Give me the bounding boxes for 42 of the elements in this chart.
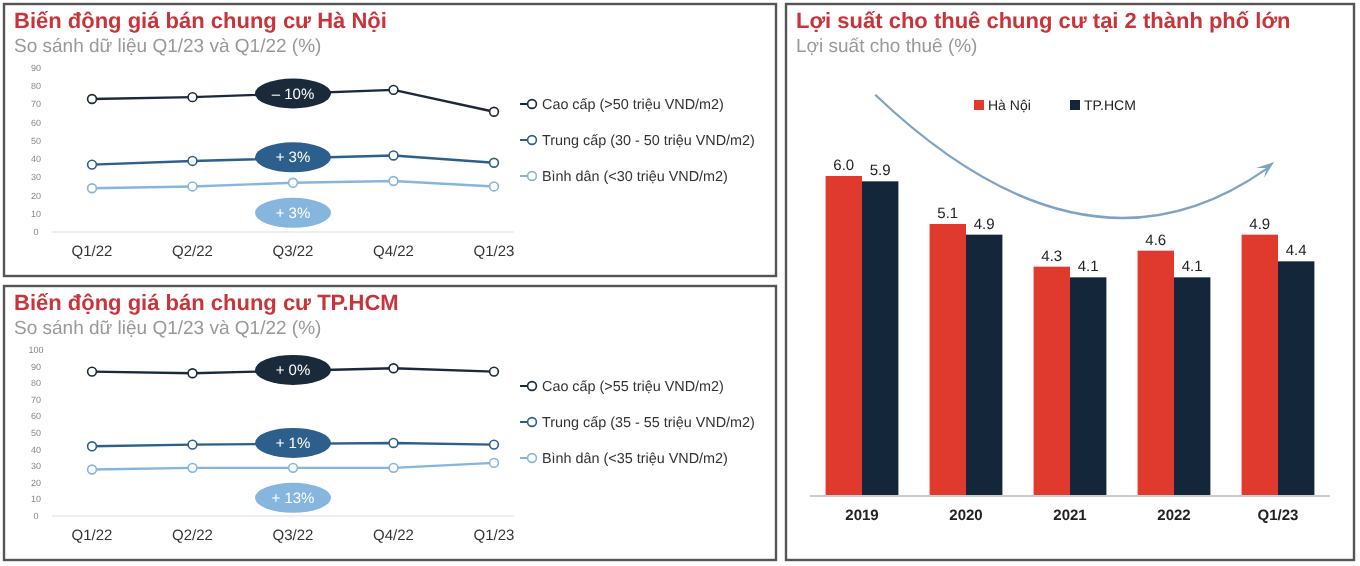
bar	[1174, 277, 1211, 496]
point	[287, 462, 299, 474]
point	[187, 368, 198, 379]
chart-title: Biến động giá bán chung cư TP.HCM	[14, 292, 399, 316]
bar	[929, 224, 966, 496]
point	[388, 175, 399, 187]
point	[187, 155, 198, 167]
bar	[1137, 250, 1174, 496]
point	[86, 93, 98, 105]
bar	[966, 234, 1003, 496]
point	[86, 366, 98, 377]
point	[187, 439, 198, 450]
point	[187, 91, 198, 103]
chart-subtitle: So sánh dữ liệu Q1/23 và Q1/22 (%)	[14, 36, 322, 58]
chart-subtitle: So sánh dữ liệu Q1/23 và Q1/22 (%)	[14, 318, 322, 340]
point	[187, 181, 198, 192]
point	[388, 363, 399, 374]
point	[488, 106, 500, 117]
bar	[862, 181, 899, 496]
point	[86, 159, 98, 170]
bar	[1070, 277, 1107, 496]
chart-title: Biến động giá bán chung cư Hà Nội	[14, 10, 387, 34]
point	[187, 462, 198, 474]
point	[86, 441, 98, 452]
point	[287, 177, 299, 188]
point	[388, 462, 399, 474]
point	[388, 150, 399, 161]
point	[86, 183, 98, 194]
point	[488, 439, 500, 450]
point	[388, 84, 399, 96]
point	[488, 366, 500, 377]
bar	[825, 176, 862, 496]
point	[488, 157, 500, 168]
bar	[1278, 261, 1315, 496]
point	[488, 457, 500, 469]
point	[86, 464, 98, 475]
point	[388, 437, 399, 449]
bar	[1241, 234, 1278, 496]
point	[488, 181, 500, 192]
chart-subtitle: Lợi suất cho thuê (%)	[796, 36, 978, 58]
chart-title: Lợi suất cho thuê chung cư tại 2 thành phố lớn	[796, 10, 1292, 34]
bar	[1033, 266, 1070, 496]
